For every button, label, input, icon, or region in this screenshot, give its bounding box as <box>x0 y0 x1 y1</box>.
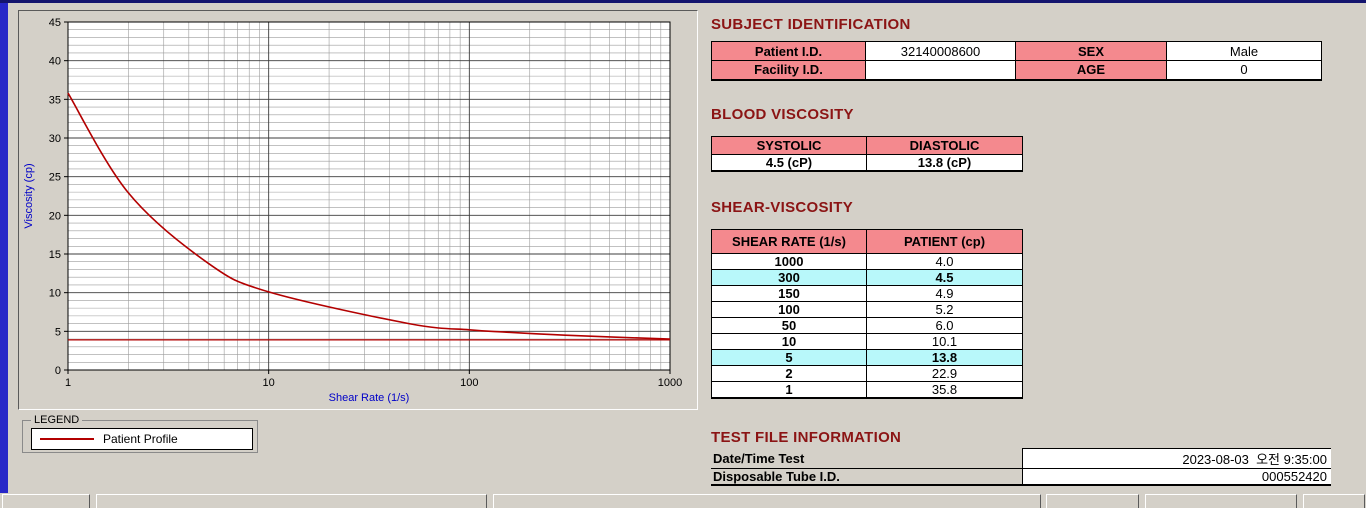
viscosity-chart-panel: 0 5 10 15 20 25 30 35 40 45 1 10 100 1000 Shear Rate (… <box>18 10 698 410</box>
shear-rate-cell: 50 <box>711 317 867 334</box>
svg-text:25: 25 <box>49 172 61 184</box>
patient-profile-line-swatch <box>40 438 94 440</box>
svg-text:45: 45 <box>49 17 61 29</box>
patient-value-cell: 10.1 <box>866 333 1023 350</box>
window-top-border <box>0 0 1366 3</box>
svg-text:15: 15 <box>49 249 61 261</box>
table-row: 2 22.9 <box>711 365 1023 382</box>
test-file-information-title: TEST FILE INFORMATION <box>711 429 902 446</box>
sex-label: SEX <box>1015 41 1167 61</box>
table-row: 5 13.8 <box>711 349 1023 366</box>
shear-rate-cell: 5 <box>711 349 867 366</box>
viscosity-chart: 0 5 10 15 20 25 30 35 40 45 1 10 100 1000 Shear Rate (… <box>19 11 697 409</box>
chart-legend: LEGEND Patient Profile <box>22 414 258 453</box>
viscosity-chart-svg: 0 5 10 15 20 25 30 35 40 45 1 10 100 1000 Shear Rate (… <box>23 17 682 404</box>
subject-identification-table: Patient I.D. 32140008600 SEX Male Facili… <box>711 41 1322 81</box>
date-time-test-label: Date/Time Test <box>711 448 1022 469</box>
shear-rate-cell: 10 <box>711 333 867 350</box>
svg-text:Shear Rate (1/s): Shear Rate (1/s) <box>329 392 410 404</box>
bottom-button-1[interactable] <box>2 494 90 508</box>
systolic-header: SYSTOLIC <box>711 136 867 155</box>
table-row: SHEAR RATE (1/s) PATIENT (cp) <box>711 229 1023 254</box>
table-row: SYSTOLIC DIASTOLIC <box>711 136 1023 155</box>
systolic-value: 4.5 (cP) <box>711 154 867 172</box>
patient-value-cell: 13.8 <box>866 349 1023 366</box>
svg-text:35: 35 <box>49 94 61 106</box>
disposable-tube-id-label: Disposable Tube I.D. <box>711 468 1022 486</box>
bottom-button-4[interactable] <box>1046 494 1139 508</box>
shear-rate-cell: 300 <box>711 269 867 286</box>
bottom-button-2[interactable] <box>96 494 487 508</box>
table-row: 300 4.5 <box>711 269 1023 286</box>
patient-value-cell: 6.0 <box>866 317 1023 334</box>
patient-cp-header: PATIENT (cp) <box>866 229 1023 254</box>
shear-rate-cell: 2 <box>711 365 867 382</box>
date-time-test-value: 2023-08-03 오전 9:35:00 <box>1021 448 1331 469</box>
patient-id-label: Patient I.D. <box>711 41 866 61</box>
test-file-information-table: Date/Time Test 2023-08-03 오전 9:35:00 Dis… <box>711 448 1331 486</box>
shear-viscosity-table: SHEAR RATE (1/s) PATIENT (cp) 1000 4.0 3… <box>711 229 1023 399</box>
subject-identification-title: SUBJECT IDENTIFICATION <box>711 16 911 33</box>
facility-id-label: Facility I.D. <box>711 60 866 81</box>
table-row: 4.5 (cP) 13.8 (cP) <box>711 154 1023 172</box>
table-row: Patient I.D. 32140008600 SEX Male <box>711 41 1322 61</box>
table-row: 50 6.0 <box>711 317 1023 334</box>
window-left-border <box>0 3 8 493</box>
bottom-button-6[interactable] <box>1303 494 1365 508</box>
table-row: 150 4.9 <box>711 285 1023 302</box>
patient-id-value: 32140008600 <box>865 41 1016 61</box>
shear-rate-cell: 1000 <box>711 253 867 270</box>
facility-id-value <box>865 60 1016 81</box>
bottom-button-3[interactable] <box>493 494 1041 508</box>
sex-value: Male <box>1166 41 1322 61</box>
table-row: Date/Time Test 2023-08-03 오전 9:35:00 <box>711 448 1331 469</box>
blood-viscosity-title: BLOOD VISCOSITY <box>711 106 854 123</box>
bottom-button-5[interactable] <box>1145 494 1297 508</box>
legend-title: LEGEND <box>31 414 83 426</box>
diastolic-header: DIASTOLIC <box>866 136 1023 155</box>
svg-text:10: 10 <box>49 288 61 300</box>
svg-text:1: 1 <box>65 377 71 389</box>
svg-text:100: 100 <box>460 377 478 389</box>
legend-series-label: Patient Profile <box>103 432 178 446</box>
patient-value-cell: 5.2 <box>866 301 1023 318</box>
legend-entry: Patient Profile <box>31 428 253 450</box>
disposable-tube-id-value: 000552420 <box>1021 468 1331 486</box>
table-row: 100 5.2 <box>711 301 1023 318</box>
shear-rate-cell: 100 <box>711 301 867 318</box>
svg-text:0: 0 <box>55 365 61 377</box>
shear-viscosity-title: SHEAR-VISCOSITY <box>711 199 854 216</box>
table-row: 1000 4.0 <box>711 253 1023 270</box>
svg-text:40: 40 <box>49 56 61 68</box>
svg-text:10: 10 <box>263 377 275 389</box>
table-row: 10 10.1 <box>711 333 1023 350</box>
patient-value-cell: 35.8 <box>866 381 1023 399</box>
patient-value-cell: 4.0 <box>866 253 1023 270</box>
shear-rate-cell: 150 <box>711 285 867 302</box>
table-row: Facility I.D. AGE 0 <box>711 60 1322 81</box>
svg-text:20: 20 <box>49 210 61 222</box>
blood-viscosity-table: SYSTOLIC DIASTOLIC 4.5 (cP) 13.8 (cP) <box>711 136 1023 172</box>
svg-text:30: 30 <box>49 133 61 145</box>
svg-text:5: 5 <box>55 326 61 338</box>
svg-text:Viscosity (cp): Viscosity (cp) <box>23 163 35 228</box>
patient-value-cell: 4.5 <box>866 269 1023 286</box>
patient-value-cell: 22.9 <box>866 365 1023 382</box>
svg-text:1000: 1000 <box>658 377 682 389</box>
shear-rate-cell: 1 <box>711 381 867 399</box>
age-label: AGE <box>1015 60 1167 81</box>
table-row: 1 35.8 <box>711 381 1023 399</box>
patient-value-cell: 4.9 <box>866 285 1023 302</box>
age-value: 0 <box>1166 60 1322 81</box>
table-row: Disposable Tube I.D. 000552420 <box>711 468 1331 486</box>
shear-rate-header: SHEAR RATE (1/s) <box>711 229 867 254</box>
diastolic-value: 13.8 (cP) <box>866 154 1023 172</box>
